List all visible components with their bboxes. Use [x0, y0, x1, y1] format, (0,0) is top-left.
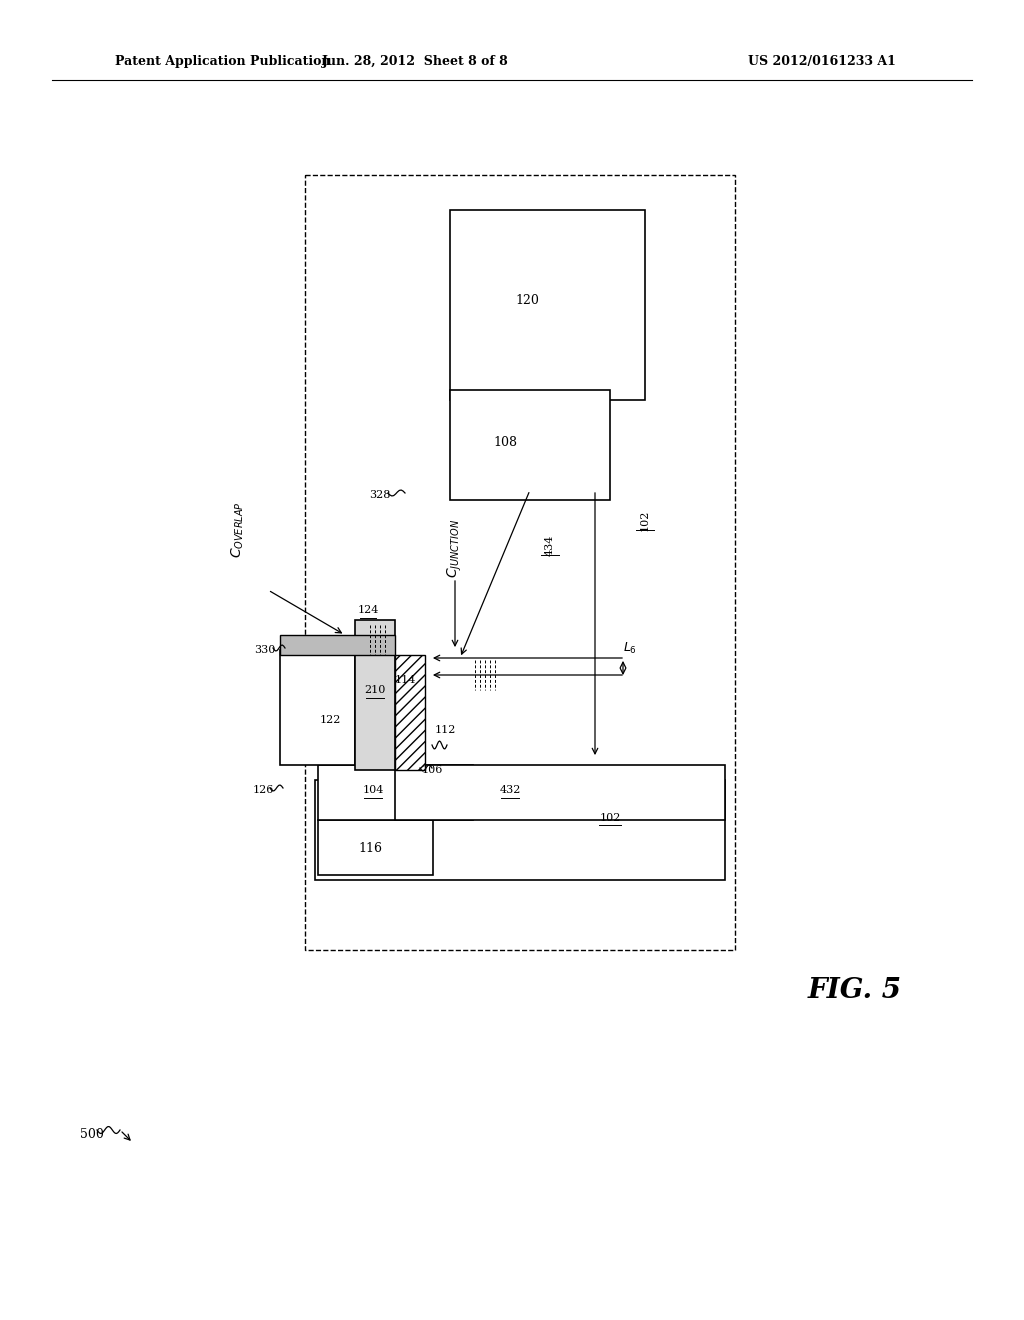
Bar — [395, 766, 725, 820]
Bar — [318, 820, 433, 875]
Text: 102: 102 — [640, 510, 650, 531]
Text: FIG. 5: FIG. 5 — [808, 977, 902, 1003]
Text: $C_{JUNCTION}$: $C_{JUNCTION}$ — [445, 519, 464, 578]
Bar — [318, 766, 473, 820]
Bar — [355, 620, 395, 770]
Text: 210: 210 — [365, 685, 386, 696]
Bar — [450, 389, 610, 500]
Text: 330: 330 — [254, 645, 275, 655]
Text: 500: 500 — [80, 1129, 104, 1142]
Text: 116: 116 — [358, 842, 382, 854]
Text: 108: 108 — [493, 437, 517, 450]
Text: 122: 122 — [319, 715, 341, 725]
Text: 120: 120 — [515, 293, 539, 306]
Text: Patent Application Publication: Patent Application Publication — [115, 55, 331, 69]
Text: 432: 432 — [500, 785, 520, 795]
Bar — [305, 176, 735, 950]
Bar — [315, 780, 725, 880]
Text: 114: 114 — [394, 675, 416, 685]
Bar — [395, 655, 425, 770]
Bar — [280, 649, 355, 766]
Text: 434: 434 — [545, 535, 555, 556]
Text: US 2012/0161233 A1: US 2012/0161233 A1 — [748, 55, 896, 69]
Bar — [280, 635, 395, 655]
Text: 112: 112 — [434, 725, 456, 735]
Bar — [450, 210, 645, 400]
Text: $C_{OVERLAP}$: $C_{OVERLAP}$ — [229, 502, 246, 558]
Text: Jun. 28, 2012  Sheet 8 of 8: Jun. 28, 2012 Sheet 8 of 8 — [322, 55, 508, 69]
Text: 124: 124 — [357, 605, 379, 615]
Text: 328: 328 — [370, 490, 391, 500]
Text: $L_6$: $L_6$ — [623, 640, 637, 656]
Text: 106: 106 — [421, 766, 442, 775]
Text: 102: 102 — [599, 813, 621, 822]
Text: 126: 126 — [252, 785, 273, 795]
Text: 104: 104 — [362, 785, 384, 795]
